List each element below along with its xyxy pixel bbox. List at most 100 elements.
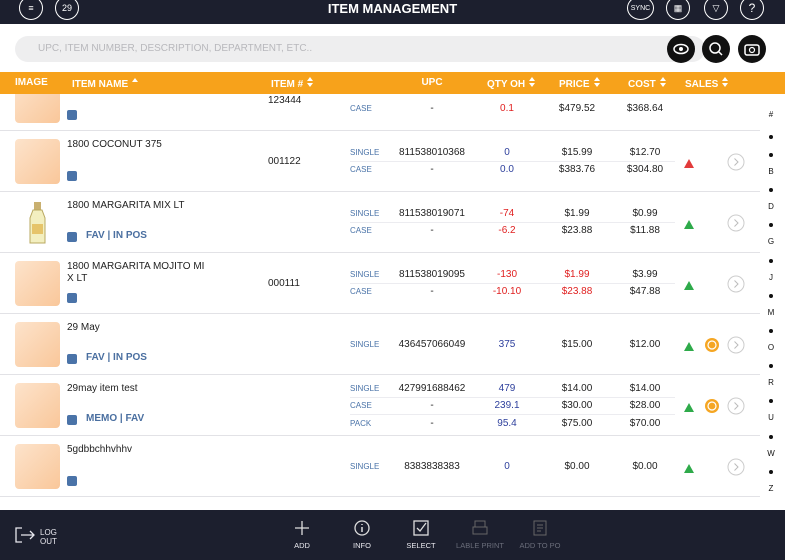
item-number: 000111 (268, 278, 300, 289)
row-chevron[interactable] (727, 397, 745, 420)
row-chevron[interactable] (727, 458, 745, 481)
index-dot (769, 188, 773, 193)
index-letter[interactable]: R (768, 378, 774, 388)
index-letter[interactable]: W (767, 448, 775, 458)
settings-icon[interactable] (67, 354, 77, 364)
index-dot (769, 153, 773, 157)
settings-icon[interactable] (67, 232, 77, 242)
line-separator (350, 397, 675, 398)
action-icon (412, 519, 430, 542)
index-letter[interactable]: B (768, 167, 774, 176)
column-header[interactable]: QTY OH (487, 77, 536, 90)
badge-icon (704, 398, 720, 419)
sales-trend (683, 461, 695, 479)
cell-qty: -6.2 (498, 225, 516, 236)
view-button[interactable] (667, 35, 695, 63)
item-number: 001122 (268, 156, 301, 167)
cell-qty: 479 (498, 383, 516, 394)
item-row[interactable]: 5gdbbchhvhhv SINGLE 8383838383 0 $0.00 $0.00 (0, 436, 760, 497)
line-separator (350, 283, 675, 284)
index-letter[interactable]: O (767, 343, 775, 352)
action-label[interactable]: ADD (294, 541, 310, 550)
cell-cost: $70.00 (629, 418, 661, 429)
column-header[interactable]: COST (628, 77, 667, 90)
line-separator (350, 161, 675, 162)
item-row[interactable]: 1800 MARGARITA MOJITO MI X LT 000111 SINGL… (0, 253, 760, 314)
index-letter[interactable]: M (767, 307, 775, 317)
item-image (15, 94, 60, 123)
settings-icon[interactable] (67, 415, 77, 425)
column-header[interactable]: SALES (685, 77, 729, 90)
action-label[interactable]: INFO (353, 541, 371, 550)
index-dot (769, 223, 773, 228)
sort-icon (593, 77, 600, 87)
index-letter[interactable]: # (768, 110, 774, 119)
item-name: 1800 COCONUT 375 (67, 139, 162, 150)
date-button[interactable]: 29 (55, 0, 79, 20)
column-header[interactable]: UPC (421, 77, 443, 88)
sales-trend (683, 400, 695, 418)
calendar-button[interactable]: ▦ (666, 0, 690, 20)
help-button[interactable]: ? (740, 0, 764, 20)
cell-price: $75.00 (561, 418, 593, 429)
item-number: 123444 (268, 95, 302, 106)
cell-qty: 239.1 (494, 400, 520, 411)
item-row[interactable]: 29 May FAV | IN POS SINGLE 436457066049 375 $… (0, 314, 760, 375)
column-header[interactable]: ITEM NAME (72, 77, 139, 90)
index-letter[interactable]: G (767, 237, 775, 247)
sales-trend (683, 278, 695, 296)
sync-button[interactable]: SYNC (627, 0, 654, 20)
search-button[interactable] (702, 35, 730, 63)
unit-type: SINGLE (350, 384, 380, 393)
item-row[interactable]: 1800 MARGARITA MIX LT FAV | IN POS SINGLE 8… (0, 192, 760, 253)
row-chevron[interactable] (727, 214, 745, 237)
index-dot (769, 364, 773, 369)
item-row[interactable]: 123444 CASE - 0.1 $479.52 $368.64 (0, 94, 760, 131)
filter-button[interactable]: ▽ (704, 0, 728, 20)
action-icon (471, 519, 489, 542)
cell-price: $23.88 (561, 225, 593, 236)
index-letter[interactable]: D (768, 202, 774, 212)
column-header[interactable]: ITEM # (271, 77, 314, 90)
row-chevron[interactable] (727, 153, 745, 176)
index-dot (769, 293, 773, 298)
row-chevron[interactable] (727, 275, 745, 298)
item-image (15, 444, 60, 489)
column-header[interactable]: PRICE (559, 77, 601, 90)
settings-icon[interactable] (67, 293, 77, 303)
logout-label[interactable]: OUT (40, 537, 57, 546)
settings-icon[interactable] (67, 476, 77, 486)
cell-upc: - (430, 164, 434, 175)
cell-qty: 0 (504, 147, 510, 158)
index-letter[interactable]: U (768, 413, 774, 423)
line-separator (350, 414, 675, 415)
search-box[interactable] (15, 36, 705, 62)
sales-trend (683, 156, 695, 174)
logout-label[interactable]: LOG (40, 528, 57, 537)
cell-qty: 0 (504, 461, 510, 472)
item-name: 29 May (67, 322, 100, 333)
cell-upc: - (430, 286, 434, 297)
cell-upc: 436457066049 (398, 339, 466, 350)
index-letter[interactable]: Z (768, 483, 774, 493)
action-label: LABLE PRINT (456, 541, 504, 550)
cell-price: $30.00 (561, 400, 593, 411)
cell-qty: 95.4 (497, 418, 517, 429)
unit-type: CASE (350, 165, 372, 174)
camera-button[interactable] (738, 35, 766, 63)
item-row[interactable]: 29may item test MEMO | FAV SINGLE 427991688… (0, 375, 760, 436)
cell-upc: 427991688462 (398, 383, 466, 394)
bottom-bar (0, 510, 785, 560)
cell-qty: -130 (496, 269, 517, 280)
row-chevron[interactable] (727, 336, 745, 359)
settings-icon[interactable] (67, 171, 77, 181)
action-label[interactable]: SELECT (406, 541, 436, 550)
action-label: ADD TO PO (519, 541, 561, 550)
sort-icon (307, 77, 314, 87)
settings-icon[interactable] (67, 110, 77, 120)
item-row[interactable]: 1800 COCONUT 375 001122 SINGLE 811538010368… (0, 131, 760, 192)
menu-button[interactable]: ≡ (19, 0, 43, 20)
top-bar (0, 0, 785, 24)
index-letter[interactable]: J (769, 272, 773, 282)
